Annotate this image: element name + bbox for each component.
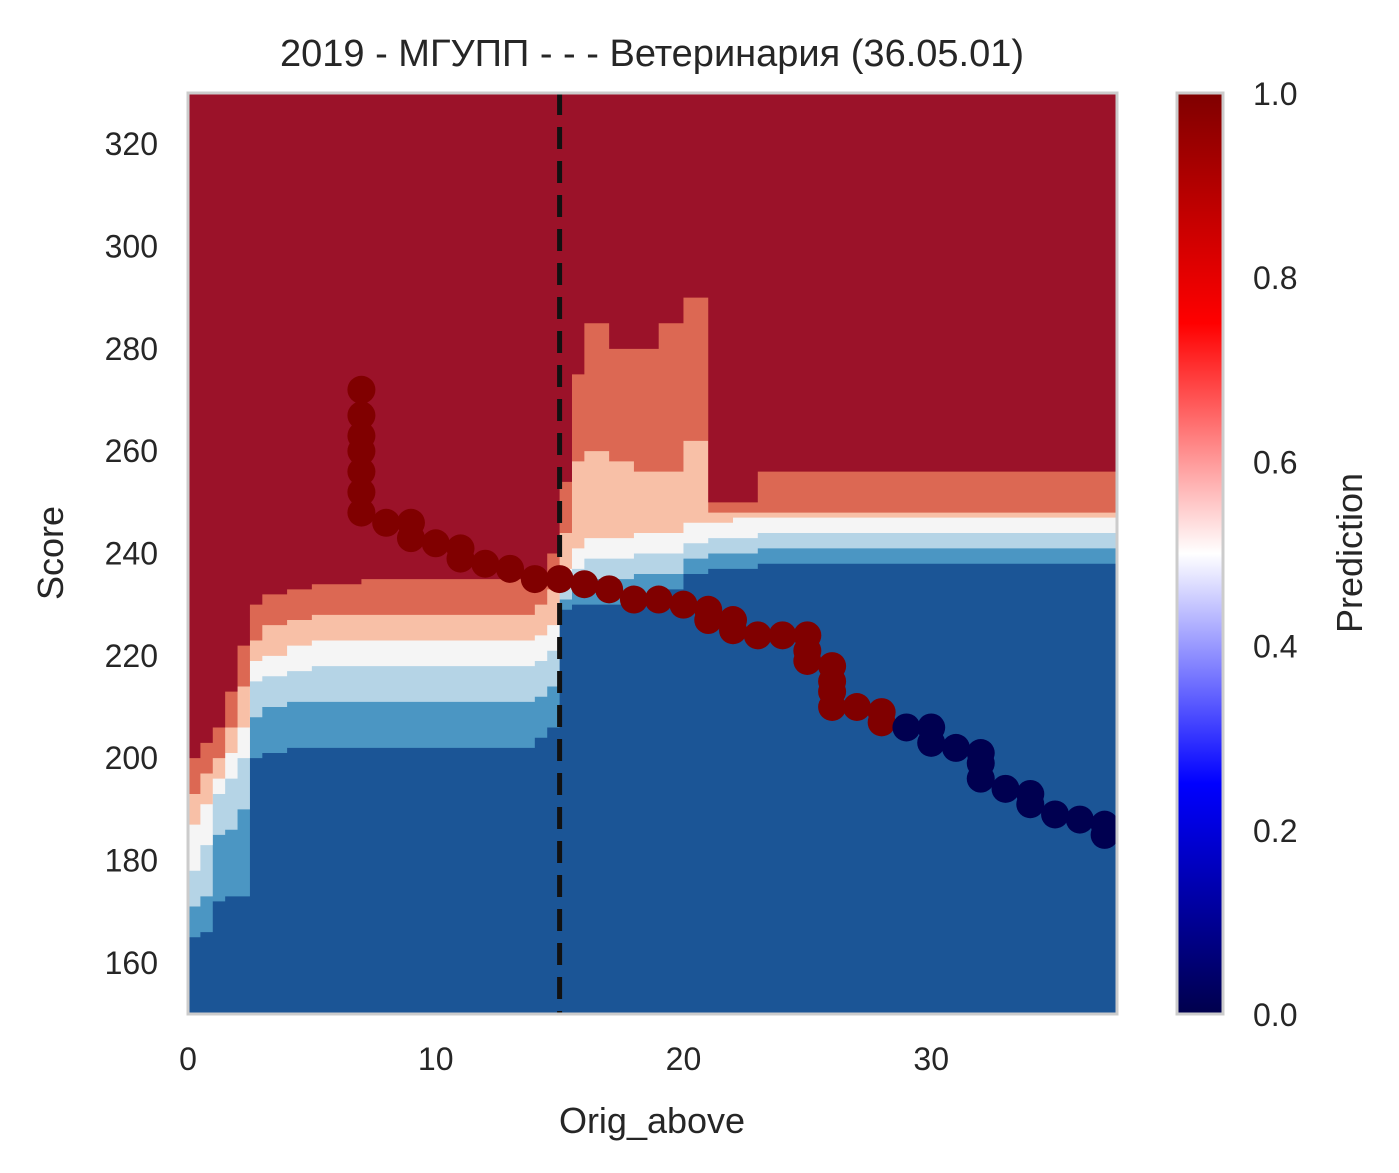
scatter-point bbox=[619, 585, 648, 614]
colorbar-tick-label: 0.4 bbox=[1253, 629, 1297, 665]
scatter-point bbox=[793, 646, 822, 675]
scatter-point bbox=[570, 570, 599, 599]
x-tick-label: 30 bbox=[913, 1041, 949, 1077]
scatter-point bbox=[644, 585, 673, 614]
scatter-point bbox=[818, 693, 847, 721]
scatter-point bbox=[966, 764, 995, 793]
scatter-point bbox=[917, 728, 946, 757]
scatter-point bbox=[941, 733, 970, 762]
scatter-point bbox=[520, 565, 549, 594]
scatter-point bbox=[471, 549, 500, 578]
y-tick-label: 240 bbox=[105, 536, 158, 572]
scatter-point bbox=[347, 478, 376, 507]
colorbar-tick-label: 0.6 bbox=[1253, 444, 1297, 480]
colorbar-tick-label: 0.8 bbox=[1253, 260, 1297, 296]
y-tick-label: 160 bbox=[105, 945, 158, 981]
scatter-point bbox=[694, 606, 723, 635]
colorbar-tick-label: 1.0 bbox=[1253, 76, 1297, 112]
scatter-point bbox=[768, 621, 797, 650]
x-tick-label: 20 bbox=[666, 1041, 702, 1077]
scatter-point bbox=[347, 498, 376, 527]
scatter-point bbox=[347, 437, 376, 466]
plot-frame bbox=[186, 91, 1119, 1016]
y-axis-label: Score bbox=[30, 506, 71, 600]
scatter-point bbox=[669, 590, 698, 619]
y-tick-label: 180 bbox=[105, 843, 158, 879]
scatter-point bbox=[372, 508, 401, 537]
scatter-point bbox=[892, 713, 921, 742]
contour-bands bbox=[188, 93, 1117, 938]
y-tick-label: 260 bbox=[105, 433, 158, 469]
scatter-point bbox=[719, 616, 748, 645]
scatter-point bbox=[595, 575, 624, 604]
y-tick-label: 200 bbox=[105, 740, 158, 776]
y-tick-label: 300 bbox=[105, 229, 158, 265]
scatter-point bbox=[347, 375, 376, 404]
y-axis-ticks: 160 180 200 220 240 260 280 300 320 bbox=[105, 126, 158, 981]
scatter-point bbox=[1041, 800, 1070, 829]
colorbar bbox=[1175, 91, 1225, 1016]
x-tick-label: 10 bbox=[418, 1041, 454, 1077]
scatter-point bbox=[347, 401, 376, 430]
y-tick-label: 320 bbox=[105, 126, 158, 162]
plot-area bbox=[188, 93, 1117, 1014]
colorbar-tick-label: 0.2 bbox=[1253, 813, 1297, 849]
colorbar-tick-label: 0.0 bbox=[1253, 997, 1297, 1033]
scatter-point bbox=[545, 565, 574, 594]
scatter-point bbox=[1090, 820, 1117, 849]
scatter-point bbox=[496, 554, 525, 583]
scatter-point bbox=[991, 774, 1020, 803]
scatter-point bbox=[396, 524, 425, 553]
contour-band-0_86 bbox=[188, 93, 1117, 759]
scatter-point bbox=[446, 544, 475, 573]
scatter-point bbox=[421, 529, 450, 558]
scatter-point bbox=[743, 621, 772, 650]
y-tick-label: 280 bbox=[105, 331, 158, 367]
x-axis-ticks: 0 10 20 30 bbox=[179, 1041, 949, 1077]
scatter-point bbox=[347, 457, 376, 486]
scatter-point bbox=[842, 693, 871, 721]
x-tick-label: 0 bbox=[179, 1041, 197, 1077]
scatter-point bbox=[867, 708, 896, 737]
scatter-point bbox=[1016, 790, 1045, 819]
chart-title: 2019 - МГУПП - - - Ветеринария (36.05.01… bbox=[280, 33, 1024, 75]
y-tick-label: 220 bbox=[105, 638, 158, 674]
x-axis-label: Orig_above bbox=[559, 1100, 745, 1141]
colorbar-ticks: 0.0 0.2 0.4 0.6 0.8 1.0 bbox=[1253, 76, 1297, 1033]
colorbar-label: Prediction bbox=[1329, 473, 1370, 633]
scatter-points bbox=[347, 375, 1117, 849]
scatter-point bbox=[1065, 805, 1094, 834]
